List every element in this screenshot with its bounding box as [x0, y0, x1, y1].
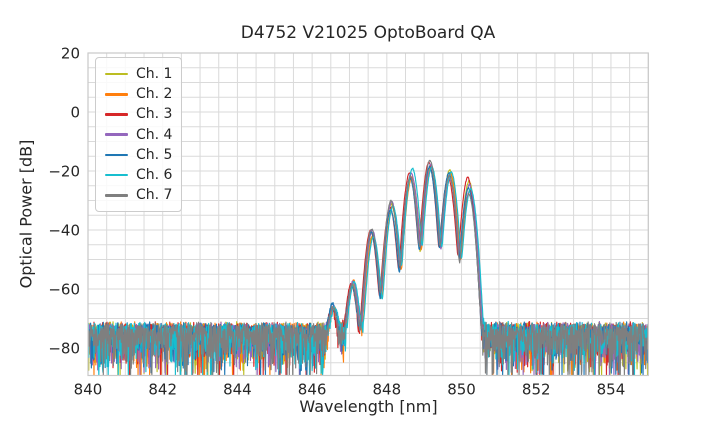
legend-label: Ch. 4: [136, 126, 173, 143]
legend-label: Ch. 3: [136, 106, 173, 123]
y-axis-label: Optical Power [dB]: [16, 139, 36, 289]
x-tick-label: 852: [522, 381, 551, 399]
legend-line-sample: [105, 173, 128, 177]
legend-line-sample: [105, 113, 128, 116]
y-tick-label: −20: [48, 163, 80, 181]
y-tick-label: −40: [48, 222, 80, 240]
x-tick-label: 844: [223, 381, 252, 399]
x-tick-label: 854: [597, 381, 626, 399]
tick-labels: 840 842 844 846 848 850 852 854 20 0 −20 −40 −60 −80: [48, 45, 625, 399]
legend-label: Ch. 2: [136, 86, 173, 103]
x-axis-label: Wavelength [nm]: [299, 397, 438, 416]
y-tick-label: −60: [48, 281, 80, 299]
y-tick-label: 0: [70, 104, 80, 122]
plot-border: [87, 52, 649, 377]
legend-label: Ch. 7: [136, 187, 173, 204]
legend-line-sample: [105, 153, 128, 157]
y-tick-label: −80: [48, 340, 80, 358]
x-tick-label: 850: [447, 381, 476, 399]
legend-line-sample: [105, 92, 128, 96]
legend-line-sample: [105, 133, 128, 136]
legend-label: Ch. 6: [136, 167, 173, 184]
legend-line-sample: [105, 72, 128, 76]
legend-item: Ch. 3: [105, 104, 172, 124]
legend-item: Ch. 4: [105, 125, 172, 145]
series-ch-7: [88, 159, 649, 376]
x-tick-label: 840: [74, 381, 103, 399]
x-tick-label: 848: [373, 381, 402, 399]
legend-label: Ch. 1: [136, 66, 173, 83]
legend-label: Ch. 5: [136, 146, 173, 163]
legend-line-sample: [105, 193, 128, 197]
x-tick-label: 846: [298, 381, 327, 399]
legend-item: Ch. 2: [105, 84, 172, 104]
legend-item: Ch. 1: [105, 64, 172, 84]
legend: Ch. 1 Ch. 2 Ch. 3 Ch. 4 Ch. 5 Ch. 6 Ch. …: [95, 57, 183, 213]
legend-item: Ch. 7: [105, 185, 172, 205]
y-tick-label: 20: [61, 45, 80, 63]
chart-title: D4752 V21025 OptoBoard QA: [240, 23, 496, 43]
legend-item: Ch. 6: [105, 165, 172, 185]
x-tick-label: 842: [148, 381, 177, 399]
series-group: [88, 159, 649, 376]
legend-item: Ch. 5: [105, 145, 172, 165]
